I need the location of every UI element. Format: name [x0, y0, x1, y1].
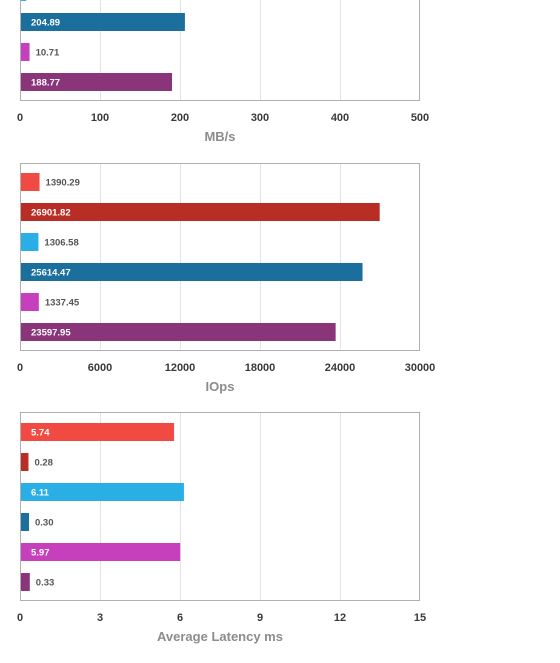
x-tick-label: 30000 — [405, 362, 436, 374]
x-tick-label: 100 — [91, 112, 109, 124]
x-tick-label: 0 — [17, 362, 23, 374]
bar-value-label: 25614.47 — [31, 268, 71, 279]
x-tick-label: 12000 — [165, 362, 196, 374]
bar — [21, 173, 40, 191]
bar-value-label: 5.97 — [31, 548, 50, 559]
bar-value-label: 26901.82 — [31, 208, 71, 219]
bar — [21, 233, 39, 251]
bar — [21, 423, 175, 441]
bar-value-label: 23597.95 — [31, 328, 71, 339]
bar — [21, 263, 363, 281]
x-tick-label: 12 — [334, 612, 346, 624]
bar-value-label: 1390.29 — [46, 178, 80, 189]
chart-panel-2: 0 6000 12000 18000 24000 30000 1390.29 26901.82… — [17, 163, 436, 394]
bar-value-label: 10.71 — [36, 48, 60, 59]
bar-value-label: 5.74 — [31, 428, 50, 439]
bar — [21, 323, 336, 341]
bar-value-label: 0.33 — [36, 578, 55, 589]
x-axis-title: MB/s — [204, 129, 235, 144]
bar — [21, 483, 184, 501]
x-tick-label: 18000 — [245, 362, 276, 374]
x-tick-label: 24000 — [325, 362, 356, 374]
bar — [21, 13, 185, 31]
x-tick-label: 500 — [411, 112, 429, 124]
bar-value-label: 1337.45 — [45, 298, 80, 309]
bar-value-label: 204.89 — [31, 18, 60, 29]
x-tick-label: 6 — [177, 612, 183, 624]
bar-value-label: 188.77 — [31, 78, 60, 89]
bar — [21, 203, 380, 221]
x-tick-label: 15 — [414, 612, 426, 624]
x-axis-title: Average Latency ms — [157, 629, 283, 644]
bar — [21, 453, 29, 471]
bar — [21, 73, 173, 91]
bar — [21, 0, 27, 1]
x-tick-label: 400 — [331, 112, 349, 124]
bar — [21, 293, 39, 311]
bar-value-label: 0.28 — [34, 458, 53, 469]
plot-frame — [20, 412, 420, 601]
bar-value-label: 0.30 — [35, 518, 54, 529]
x-tick-label: 9 — [257, 612, 263, 624]
x-tick-label: 200 — [171, 112, 189, 124]
x-axis-title: IOps — [206, 379, 235, 394]
bar — [21, 573, 30, 591]
chart-panel-1: 0 100 200 300 400 500 204.89 10.71 188.77 MB/s — [17, 0, 429, 144]
bar-value-label: 1306.58 — [44, 238, 78, 249]
x-tick-label: 300 — [251, 112, 269, 124]
x-tick-label: 0 — [17, 612, 23, 624]
plot-frame — [20, 163, 420, 351]
chart-panel-3: 0 3 6 9 12 15 5.74 0.28 6.11 0.30 5.97 0.33 Average … — [17, 412, 426, 644]
bar — [21, 513, 29, 531]
bar — [21, 43, 30, 61]
x-tick-label: 6000 — [88, 362, 112, 374]
bar — [21, 543, 181, 561]
bar-value-label: 6.11 — [31, 488, 50, 499]
x-tick-label: 0 — [17, 112, 23, 124]
x-tick-label: 3 — [97, 612, 103, 624]
